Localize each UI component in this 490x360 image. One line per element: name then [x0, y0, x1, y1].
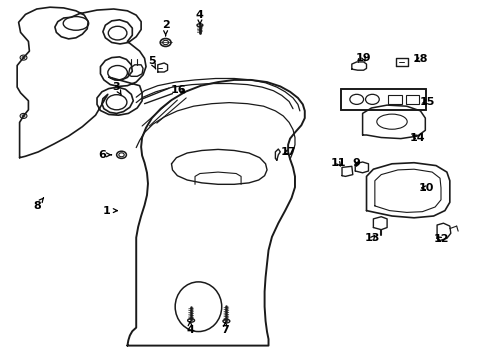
Bar — [406, 95, 419, 104]
Text: 3: 3 — [113, 82, 121, 95]
Text: 4: 4 — [186, 322, 194, 336]
Bar — [341, 89, 426, 110]
Text: 11: 11 — [330, 158, 346, 168]
Text: 17: 17 — [280, 147, 296, 157]
Text: 19: 19 — [356, 53, 371, 63]
Bar — [341, 89, 426, 110]
Text: 13: 13 — [365, 233, 380, 243]
Text: 14: 14 — [410, 132, 425, 143]
Text: 4: 4 — [196, 10, 204, 24]
Text: 18: 18 — [413, 54, 428, 64]
Text: 6: 6 — [98, 150, 111, 160]
Text: 8: 8 — [33, 198, 44, 211]
Text: 15: 15 — [419, 96, 435, 107]
Bar — [388, 95, 402, 104]
Text: 12: 12 — [433, 234, 449, 244]
Text: 5: 5 — [148, 56, 156, 69]
Text: 9: 9 — [353, 158, 361, 168]
Text: 16: 16 — [171, 85, 187, 95]
Text: 1: 1 — [103, 206, 117, 216]
Text: 10: 10 — [418, 183, 434, 193]
Text: 7: 7 — [221, 322, 229, 336]
Text: 2: 2 — [162, 20, 170, 36]
